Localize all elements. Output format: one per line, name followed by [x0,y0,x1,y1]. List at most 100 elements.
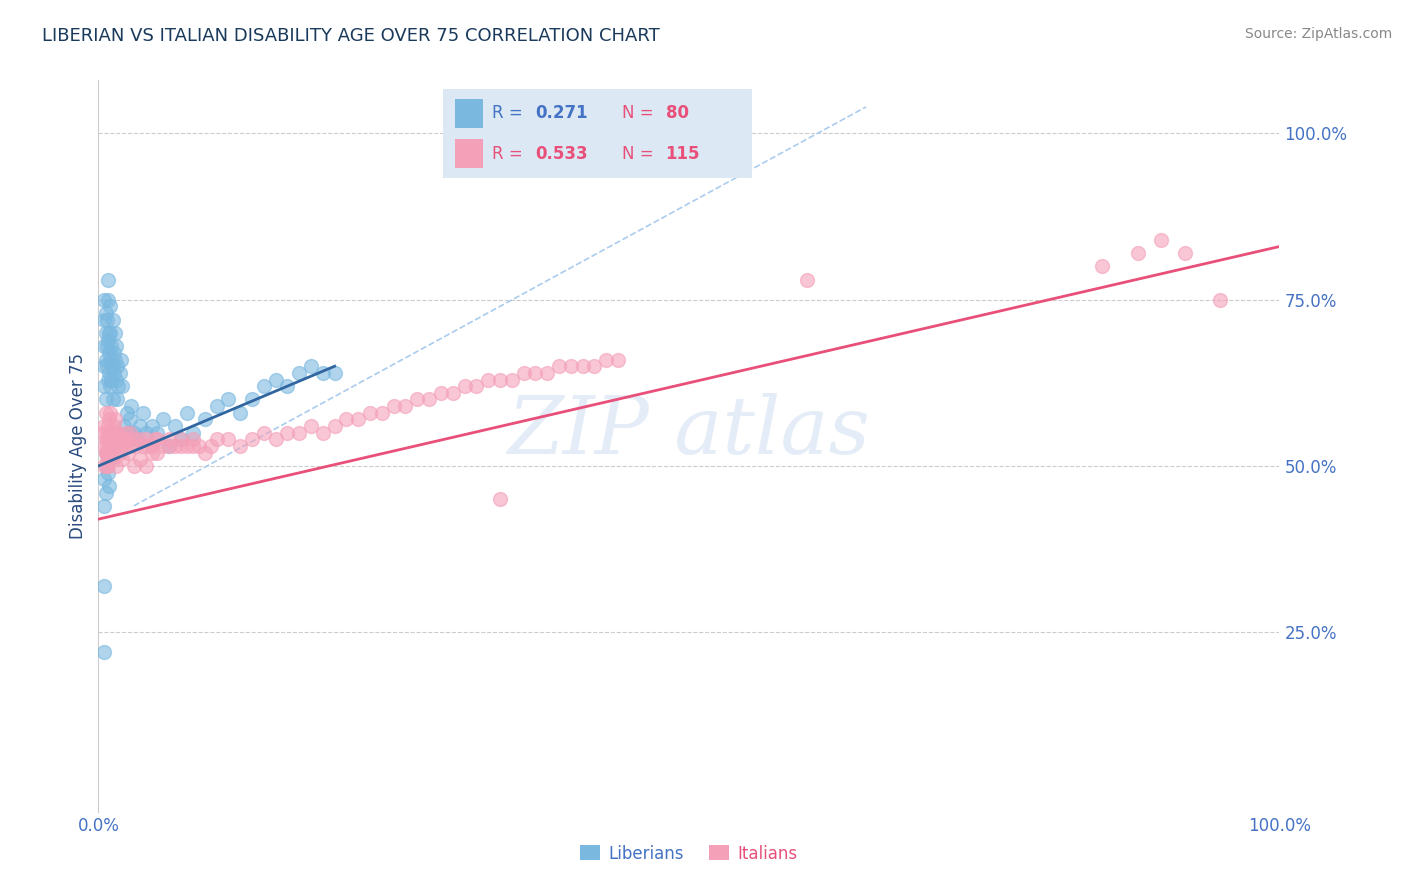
Point [152,439,174,453]
Point [104,433,127,447]
Text: 115: 115 [665,145,700,163]
Point [312,425,335,440]
Point [205,399,228,413]
Point [187,439,209,453]
Point [120,425,142,440]
Point [157,439,180,453]
Point [98,439,121,453]
Point [157,433,180,447]
Point [264,433,287,447]
Point [1209,293,1232,307]
Point [104,326,127,340]
Point [120,412,142,426]
Point [93,579,115,593]
Point [105,458,128,473]
Point [98,352,121,367]
Point [406,392,429,407]
Y-axis label: Disability Age Over 75: Disability Age Over 75 [69,353,87,539]
Point [97,333,120,347]
Point [176,406,198,420]
Point [607,352,630,367]
Point [141,439,163,453]
Point [240,433,263,447]
Point [94,458,117,473]
Point [100,433,122,447]
Point [97,273,120,287]
Point [240,392,263,407]
Point [141,445,163,459]
Point [170,433,193,447]
Point [94,406,117,420]
Point [146,433,169,447]
Point [97,293,120,307]
Point [560,359,582,374]
Point [181,425,204,440]
Point [93,419,115,434]
Point [323,366,346,380]
Point [94,445,117,459]
Point [117,445,139,459]
Point [441,385,464,400]
Point [128,452,150,467]
Text: 80: 80 [665,104,689,122]
Point [96,458,118,473]
Point [93,359,115,374]
Point [200,439,222,453]
Point [217,392,239,407]
Point [176,439,198,453]
Point [110,433,132,447]
Point [143,433,166,447]
Point [146,425,169,440]
Point [98,433,121,447]
Point [101,359,124,374]
Point [489,372,512,386]
Point [453,379,475,393]
Point [1091,260,1114,274]
Point [96,425,118,440]
Text: 0.533: 0.533 [536,145,588,163]
Point [125,433,148,447]
Point [107,425,129,440]
Point [98,412,121,426]
Point [299,419,322,434]
Point [94,326,117,340]
Point [371,406,394,420]
Point [96,339,118,353]
Point [93,645,115,659]
Point [170,439,193,453]
Point [583,359,606,374]
Point [165,439,187,453]
Point [98,425,121,440]
Point [181,433,204,447]
Point [97,458,120,473]
Point [98,452,121,467]
Point [108,445,131,459]
Point [524,366,547,380]
Point [141,419,163,434]
Point [94,306,117,320]
Point [96,359,118,374]
Point [98,326,121,340]
Point [112,419,135,434]
Point [121,439,143,453]
Point [536,366,558,380]
Point [276,379,298,393]
Point [217,433,239,447]
Point [512,366,534,380]
Text: R =: R = [492,145,523,163]
Point [117,425,139,440]
Point [323,419,346,434]
Point [100,445,122,459]
Point [128,419,150,434]
Point [465,379,488,393]
Point [98,406,121,420]
Point [96,312,118,326]
Point [101,312,124,326]
Point [91,425,114,440]
Point [98,379,121,393]
Point [477,372,499,386]
Text: LIBERIAN VS ITALIAN DISABILITY AGE OVER 75 CORRELATION CHART: LIBERIAN VS ITALIAN DISABILITY AGE OVER … [42,27,659,45]
Point [93,499,115,513]
Point [194,412,217,426]
Point [105,433,128,447]
